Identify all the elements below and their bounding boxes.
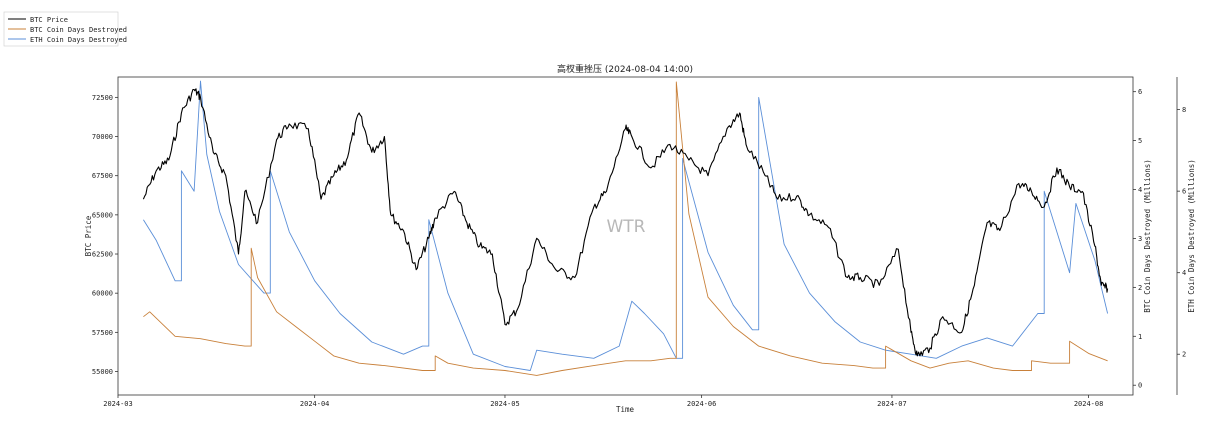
- y-axis-left: 55000 57500 60000 62500 65000 67500 70000 72500: [92, 94, 118, 376]
- y-left-tick-label: 62500: [92, 251, 113, 259]
- y-axis-right-eth-label: ETH Coin Days Destroyed (Millions): [1187, 159, 1196, 313]
- y-left-tick-label: 60000: [92, 290, 113, 298]
- watermark: WTR: [606, 217, 645, 237]
- y-right2-tick-label: 6: [1182, 188, 1186, 196]
- y-right1-tick-label: 4: [1138, 186, 1142, 194]
- y-right2-tick-label: 8: [1182, 106, 1186, 114]
- y-right1-tick-label: 2: [1138, 284, 1142, 292]
- x-axis: 2024-03 2024-04 2024-05 2024-06 2024-07 2024-…: [103, 395, 1103, 408]
- legend-label-btc-price: BTC Price: [30, 16, 68, 24]
- x-axis-label: Time: [616, 405, 635, 414]
- y-right1-tick-label: 3: [1138, 235, 1142, 243]
- y-axis-right-btc-label: BTC Coin Days Destroyed (Millions): [1143, 159, 1152, 313]
- y-right1-tick-label: 0: [1138, 382, 1142, 390]
- x-tick-label: 2024-03: [103, 400, 133, 408]
- y-right1-tick-label: 6: [1138, 88, 1142, 96]
- legend: BTC Price BTC Coin Days Destroyed ETH Co…: [3, 11, 127, 47]
- x-tick-label: 2024-08: [1074, 400, 1104, 408]
- y-axis-right-btc-cdd: 0 1 2 3 4 5 6: [1133, 88, 1142, 390]
- x-tick-label: 2024-04: [300, 400, 330, 408]
- plot-frame: [117, 76, 1134, 396]
- x-tick-label: 2024-06: [687, 400, 717, 408]
- x-tick-label: 2024-05: [490, 400, 520, 408]
- y-right1-tick-label: 5: [1138, 137, 1142, 145]
- y-axis-right-eth-cdd: 2 4 6 8: [1177, 106, 1186, 359]
- y-left-tick-label: 65000: [92, 211, 113, 219]
- legend-label-eth-cdd: ETH Coin Days Destroyed: [30, 36, 127, 44]
- x-tick-label: 2024-07: [877, 400, 907, 408]
- y-right2-tick-label: 2: [1182, 351, 1186, 359]
- series-line-eth-cdd: [143, 80, 1109, 371]
- legend-label-btc-cdd: BTC Coin Days Destroyed: [30, 26, 127, 34]
- y-left-tick-label: 55000: [92, 368, 113, 376]
- y-right2-tick-label: 4: [1182, 269, 1186, 277]
- y-axis-left-label: BTC Price: [84, 215, 93, 256]
- y-left-tick-label: 67500: [92, 172, 113, 180]
- series-line-btc-cdd: [143, 81, 1108, 376]
- y-left-tick-label: 70000: [92, 133, 113, 141]
- chart-title: 高杈重挫压 (2024-08-04 14:00): [557, 63, 693, 75]
- y-right1-tick-label: 1: [1138, 333, 1142, 341]
- series-layer: [142, 80, 1109, 376]
- y-left-tick-label: 72500: [92, 94, 113, 102]
- series-line-btc-price: [142, 88, 1109, 357]
- y-left-tick-label: 57500: [92, 329, 113, 337]
